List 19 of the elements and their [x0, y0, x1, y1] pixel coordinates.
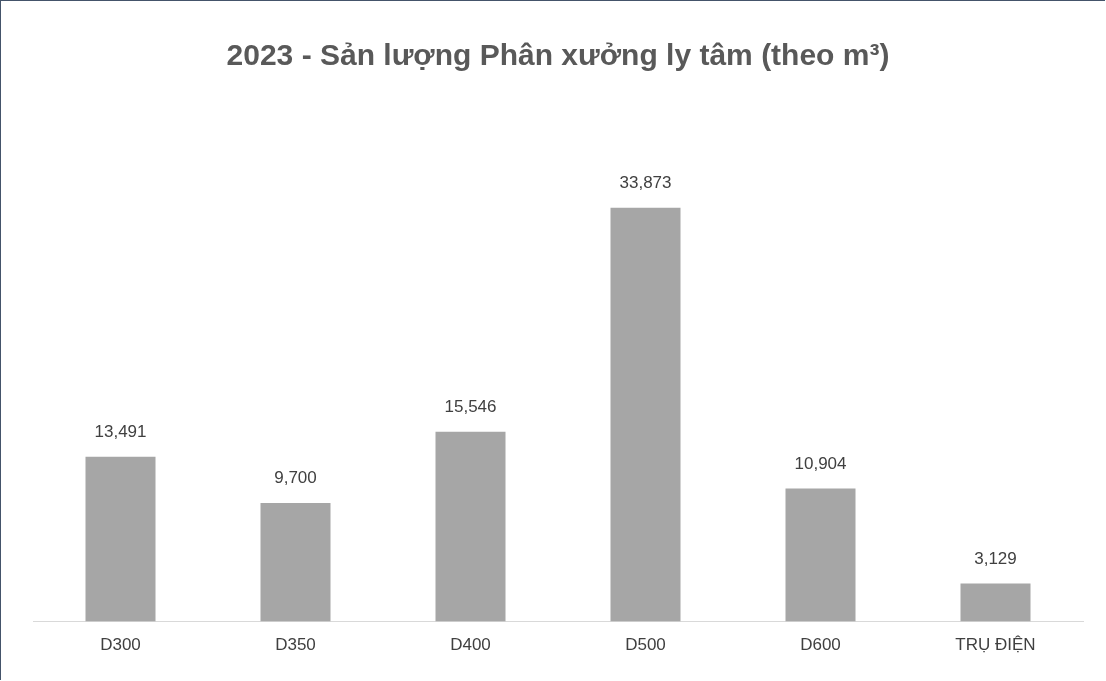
x-tick-label: D350 [275, 635, 316, 655]
bar [435, 431, 506, 622]
data-label: 9,700 [274, 468, 317, 488]
x-tick-label: TRỤ ĐIỆN [955, 635, 1036, 655]
data-label: 13,491 [94, 421, 147, 441]
bar [85, 456, 156, 622]
x-tick-label: D400 [450, 635, 491, 655]
data-label: 3,129 [974, 548, 1017, 568]
data-label: 33,873 [619, 173, 672, 193]
data-label: 15,546 [444, 396, 497, 416]
x-tick-label: D300 [100, 635, 141, 655]
chart-title: 2023 - Sản lượng Phân xưởng ly tâm (theo m³) [226, 38, 890, 72]
bar [260, 503, 331, 622]
x-tick-label: D600 [800, 635, 841, 655]
x-tick-label: D500 [625, 635, 666, 655]
bar [610, 207, 681, 622]
data-label: 10,904 [794, 453, 847, 473]
bar [960, 583, 1031, 622]
bar [785, 488, 856, 622]
